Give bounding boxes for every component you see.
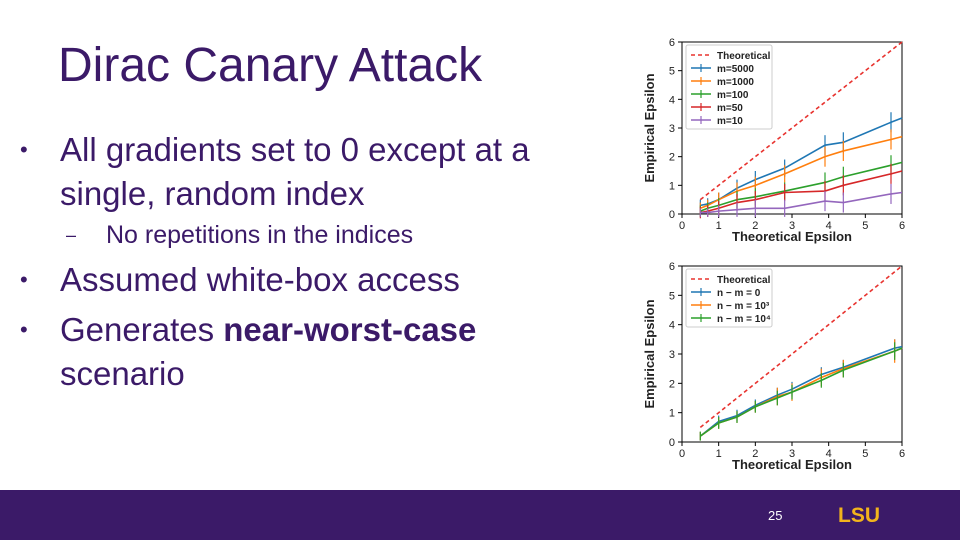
legend-label: n − m = 10⁴ — [717, 314, 771, 325]
y-tick-label: 1 — [669, 408, 675, 420]
lsu-logo: LSU — [838, 504, 880, 526]
x-tick-label: 6 — [899, 448, 905, 460]
series-line — [699, 265, 903, 428]
bullet-text: Assumed white-box access — [60, 261, 460, 298]
bullet-bold-text: near-worst-case — [223, 311, 477, 348]
y-tick-label: 5 — [669, 66, 675, 78]
y-tick-label: 6 — [669, 261, 675, 273]
y-tick-label: 6 — [669, 37, 675, 49]
series-line — [699, 41, 903, 201]
x-tick-label: 3 — [789, 220, 795, 232]
legend-box — [685, 268, 773, 328]
bullet-dot: • — [20, 317, 28, 342]
bullet-item: • Generates near-worst-case scenario — [20, 308, 620, 396]
sub-bullet-item: – No repetitions in the indices — [20, 218, 620, 252]
y-axis-label: Empirical Epsilon — [642, 73, 657, 182]
series-line — [699, 347, 903, 437]
sub-bullet-dash: – — [66, 225, 77, 245]
lsu-logo-text: LSU — [838, 504, 880, 526]
x-tick-label: 4 — [826, 448, 832, 460]
legend-label: n − m = 0 — [717, 288, 761, 299]
series-line — [699, 347, 903, 437]
bullet-text: Generates — [60, 311, 224, 348]
y-axis-label: Empirical Epsilon — [642, 299, 657, 408]
y-tick-label: 0 — [669, 437, 675, 449]
series-line — [700, 191, 903, 214]
bullet-dot: • — [20, 267, 28, 292]
legend-label: n − m = 10³ — [717, 301, 770, 312]
x-tick-label: 3 — [789, 448, 795, 460]
bullet-dot: • — [20, 137, 28, 162]
series-line — [700, 170, 903, 214]
legend-label: m=1000 — [717, 77, 754, 88]
legend-label: m=100 — [717, 90, 749, 101]
series-line — [700, 161, 903, 212]
x-tick-label: 2 — [752, 220, 758, 232]
footer-bar: 25 LSU — [0, 490, 960, 540]
y-tick-label: 0 — [669, 209, 675, 221]
x-axis-label: Theoretical Epsilon — [732, 229, 852, 244]
series-line — [699, 345, 903, 437]
bullet-item: • All gradients set to 0 except at a sin… — [20, 128, 620, 216]
slide-title: Dirac Canary Attack — [58, 39, 483, 92]
legend-label: m=5000 — [717, 64, 754, 75]
bullet-text: scenario — [60, 355, 185, 392]
x-tick-label: 2 — [752, 448, 758, 460]
bullet-list: • All gradients set to 0 except at a sin… — [20, 128, 620, 402]
y-tick-label: 4 — [669, 94, 675, 106]
chart-top: 0 1 2 3 4 5 6 0 1 2 3 4 5 6 Theoretical Epsilon Empiric… — [642, 37, 905, 244]
chart-bottom: 0 1 2 3 4 5 6 0 1 2 3 4 5 6 Theoretical Epsilon Empiric… — [642, 261, 905, 472]
bullet-text: single, random index — [60, 175, 365, 212]
series-line — [700, 135, 903, 210]
page-number: 25 — [768, 508, 783, 523]
x-tick-label: 6 — [899, 220, 905, 232]
y-tick-label: 2 — [669, 378, 675, 390]
x-tick-label: 5 — [862, 448, 868, 460]
bullet-item: • Assumed white-box access — [20, 258, 620, 302]
x-tick-label: 0 — [679, 220, 685, 232]
x-axis-label: Theoretical Epsilon — [732, 457, 852, 472]
y-tick-label: 1 — [669, 180, 675, 192]
legend-box — [685, 44, 773, 130]
legend-label: Theoretical — [717, 51, 771, 62]
bullet-text: All gradients set to 0 except at a — [60, 131, 530, 168]
x-tick-label: 0 — [679, 448, 685, 460]
y-tick-label: 3 — [669, 123, 675, 135]
y-tick-label: 2 — [669, 152, 675, 164]
legend-label: Theoretical — [717, 275, 771, 286]
x-tick-label: 5 — [862, 220, 868, 232]
y-tick-label: 4 — [669, 320, 675, 332]
legend-label: m=50 — [717, 103, 743, 114]
sub-bullet-text: No repetitions in the indices — [106, 221, 414, 249]
x-tick-label: 4 — [826, 220, 832, 232]
y-tick-label: 3 — [669, 349, 675, 361]
legend-label: m=10 — [717, 116, 743, 127]
y-tick-label: 5 — [669, 290, 675, 302]
x-tick-label: 1 — [716, 448, 722, 460]
x-tick-label: 1 — [716, 220, 722, 232]
